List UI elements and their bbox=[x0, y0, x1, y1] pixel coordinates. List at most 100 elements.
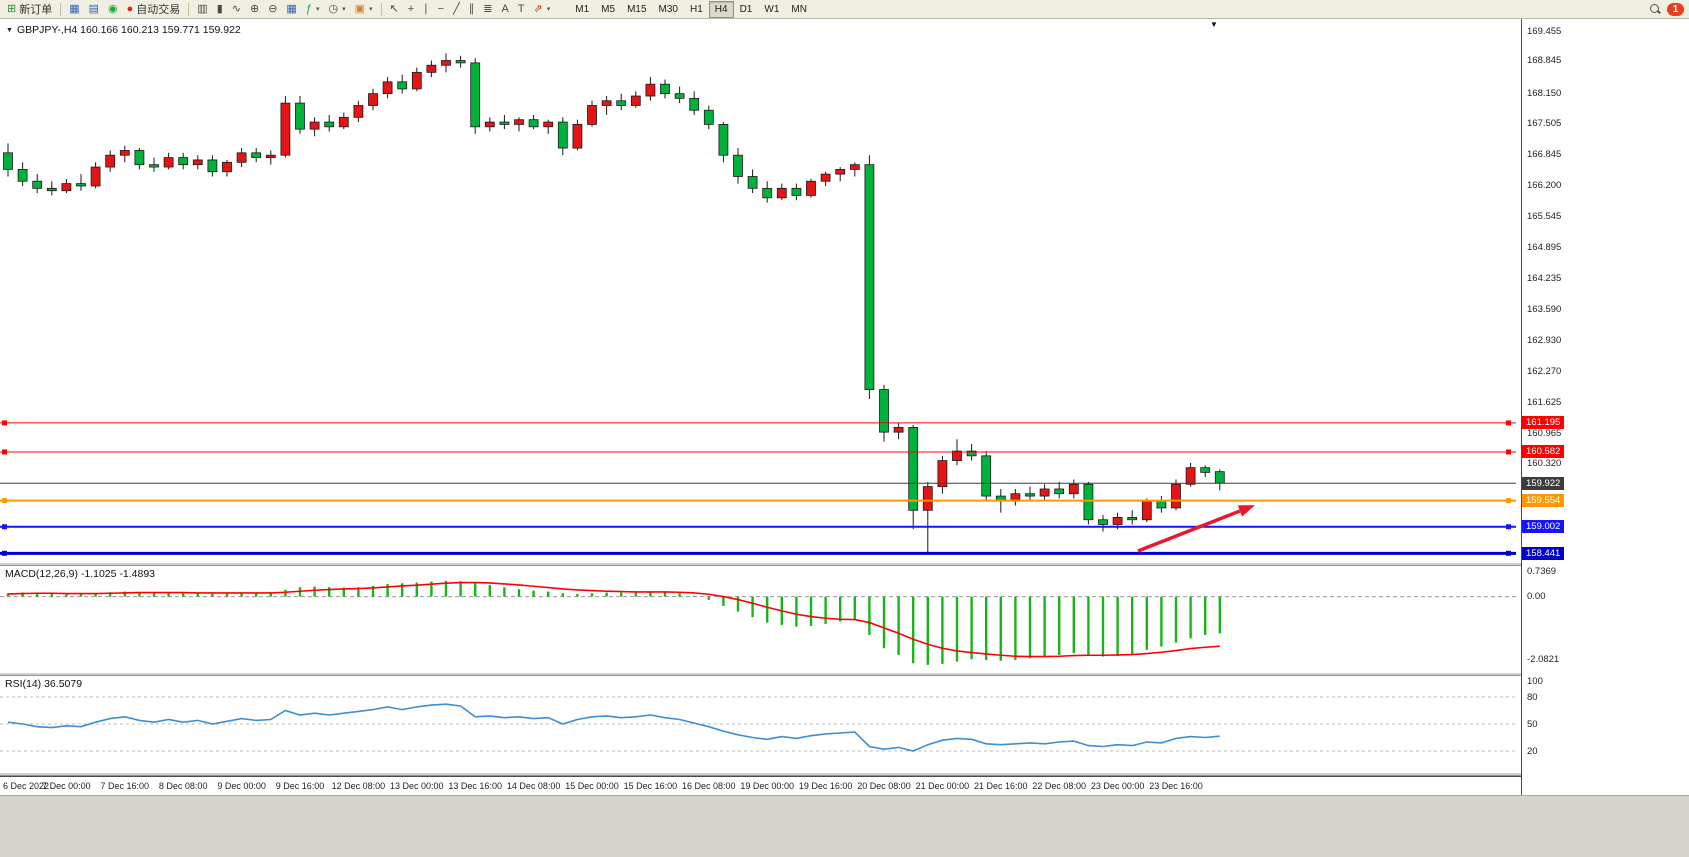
hline-handle[interactable] bbox=[2, 420, 7, 426]
candle-body bbox=[149, 164, 159, 168]
timeframe-M5[interactable]: M5 bbox=[601, 3, 616, 15]
line-chart-button[interactable]: ∿ bbox=[228, 1, 245, 18]
hline-handle[interactable] bbox=[2, 498, 7, 504]
toolbar-separator bbox=[60, 2, 62, 16]
channel-button[interactable]: ∥ bbox=[465, 1, 479, 18]
candlestick-chart-icon: ▮ bbox=[216, 2, 223, 15]
chart-scroll-marker-icon[interactable]: ▼ bbox=[1210, 20, 1218, 29]
indicators-button[interactable]: ƒ ▾ bbox=[302, 1, 324, 18]
time-axis-label: 21 Dec 16:00 bbox=[974, 781, 1028, 791]
candle-body bbox=[616, 100, 627, 106]
vertical-line-icon: ∣ bbox=[423, 2, 429, 15]
timeframe-M1[interactable]: M1 bbox=[575, 3, 590, 15]
hline-handle[interactable] bbox=[1506, 550, 1511, 556]
hline-handle[interactable] bbox=[1506, 449, 1511, 455]
fibonacci-button[interactable]: ≣ bbox=[479, 1, 496, 18]
arrows-button[interactable]: ⇗ ▾ bbox=[530, 1, 555, 18]
timeframe-M30[interactable]: M30 bbox=[658, 3, 678, 15]
rsi-label: RSI(14) 36.5079 bbox=[5, 678, 83, 690]
candle-body bbox=[543, 121, 554, 128]
vertical-line-button[interactable]: ∣ bbox=[419, 1, 433, 18]
price-axis[interactable]: 169.455 168.845 168.150 167.505 166.845 166.2… bbox=[1521, 19, 1689, 795]
macd-svg[interactable] bbox=[0, 566, 1521, 672]
new-order-button[interactable]: ⊞ 新订单 bbox=[3, 1, 56, 18]
hline-handle[interactable] bbox=[2, 449, 7, 455]
price-axis-label: 163.590 bbox=[1527, 303, 1562, 315]
crosshair-button[interactable]: + bbox=[404, 1, 418, 18]
market-watch-button[interactable]: ◉ bbox=[104, 1, 122, 18]
timeframe-H4[interactable]: H4 bbox=[708, 0, 734, 18]
templates-icon: ▣ bbox=[354, 2, 365, 15]
auto-trading-icon: ● bbox=[126, 2, 134, 15]
rsi-panel[interactable]: RSI(14) 36.5079 bbox=[0, 676, 1521, 772]
candle-body bbox=[908, 427, 919, 511]
hline-handle[interactable] bbox=[1506, 524, 1511, 530]
new-order-label: 新订单 bbox=[19, 4, 53, 16]
chart-menu-icon[interactable]: ▼ bbox=[6, 26, 13, 34]
hline-handle[interactable] bbox=[2, 524, 7, 530]
main-chart-svg[interactable] bbox=[0, 19, 1521, 562]
candle-body bbox=[236, 152, 247, 163]
candle-body bbox=[192, 159, 203, 166]
timeframe-MN[interactable]: MN bbox=[791, 3, 807, 15]
time-axis[interactable]: 6 Dec 2022 7 Dec 00:00 7 Dec 16:00 8 Dec 08… bbox=[0, 776, 1521, 796]
notification-badge[interactable]: 1 bbox=[1667, 2, 1684, 16]
hline-handle[interactable] bbox=[1506, 498, 1511, 504]
macd-panel[interactable]: MACD(12,26,9) -1.1025 -1.4893 bbox=[0, 566, 1521, 672]
candle-body bbox=[1054, 488, 1065, 495]
timeframe-D1[interactable]: D1 bbox=[739, 3, 753, 15]
toolbar-separator bbox=[380, 2, 382, 16]
macd-axis-label: 0.7369 bbox=[1527, 566, 1557, 577]
text-label-button[interactable]: T bbox=[514, 1, 529, 18]
hline-handle[interactable] bbox=[1506, 420, 1511, 426]
tile-windows-button[interactable]: ▦ bbox=[282, 1, 300, 18]
charts-window-button[interactable]: ▦ bbox=[65, 1, 83, 18]
time-axis-label: 14 Dec 08:00 bbox=[506, 781, 561, 791]
candle-body bbox=[966, 450, 977, 457]
search-icon[interactable] bbox=[1650, 3, 1661, 15]
rsi-svg[interactable] bbox=[0, 676, 1521, 772]
zoom-out-button[interactable]: ⊖ bbox=[264, 1, 281, 18]
candle-body bbox=[1025, 493, 1035, 497]
candle-body bbox=[747, 176, 758, 189]
main-price-panel[interactable]: ▼ GBPJPY-,H4 160.166 160.213 159.771 159… bbox=[0, 19, 1521, 562]
cursor-button[interactable]: ↖ bbox=[386, 1, 403, 18]
timeframe-H1[interactable]: H1 bbox=[689, 3, 703, 15]
profile-button[interactable]: ▤ bbox=[85, 1, 103, 18]
candlestick-chart-button[interactable]: ▮ bbox=[213, 1, 227, 18]
timeframe-M15[interactable]: M15 bbox=[627, 3, 647, 15]
zoom-in-button[interactable]: ⊕ bbox=[246, 1, 263, 18]
clock-icon: ◷ bbox=[328, 2, 339, 15]
chart-title: ▼ GBPJPY-,H4 160.166 160.213 159.771 159… bbox=[6, 24, 241, 36]
panel-splitter[interactable] bbox=[0, 562, 1689, 566]
candle-body bbox=[864, 164, 875, 390]
periods-button[interactable]: ◷ ▾ bbox=[324, 1, 349, 18]
candle-body bbox=[645, 83, 656, 97]
candle-body bbox=[368, 93, 378, 106]
candle-body bbox=[806, 180, 816, 196]
panel-splitter[interactable] bbox=[0, 672, 1689, 676]
indicators-icon: ƒ bbox=[305, 2, 312, 15]
candle-body bbox=[222, 161, 232, 173]
trend-arrow-head-icon[interactable] bbox=[1237, 505, 1255, 517]
rsi-axis-label: 80 bbox=[1527, 692, 1538, 703]
candle-body bbox=[499, 121, 510, 125]
candle-body bbox=[1185, 467, 1196, 485]
price-axis-label: 167.505 bbox=[1527, 118, 1562, 130]
panel-splitter[interactable] bbox=[0, 772, 1689, 776]
trendline-button[interactable]: ╱ bbox=[449, 1, 464, 18]
candle-body bbox=[353, 105, 364, 118]
candle-body bbox=[718, 124, 729, 156]
crosshair-icon: + bbox=[407, 2, 415, 15]
text-button[interactable]: A bbox=[497, 1, 512, 18]
trend-arrow-line[interactable] bbox=[1137, 509, 1241, 553]
templates-button[interactable]: ▣ ▾ bbox=[351, 1, 377, 18]
hline-handle[interactable] bbox=[2, 550, 7, 556]
timeframe-W1[interactable]: W1 bbox=[764, 3, 780, 15]
auto-trading-button[interactable]: ● 自动交易 bbox=[123, 1, 185, 18]
candle-body bbox=[733, 154, 743, 177]
bar-chart-button[interactable]: ▥ bbox=[193, 1, 211, 18]
time-axis-label: 13 Dec 16:00 bbox=[448, 781, 502, 791]
horizontal-line-button[interactable]: − bbox=[434, 1, 448, 18]
